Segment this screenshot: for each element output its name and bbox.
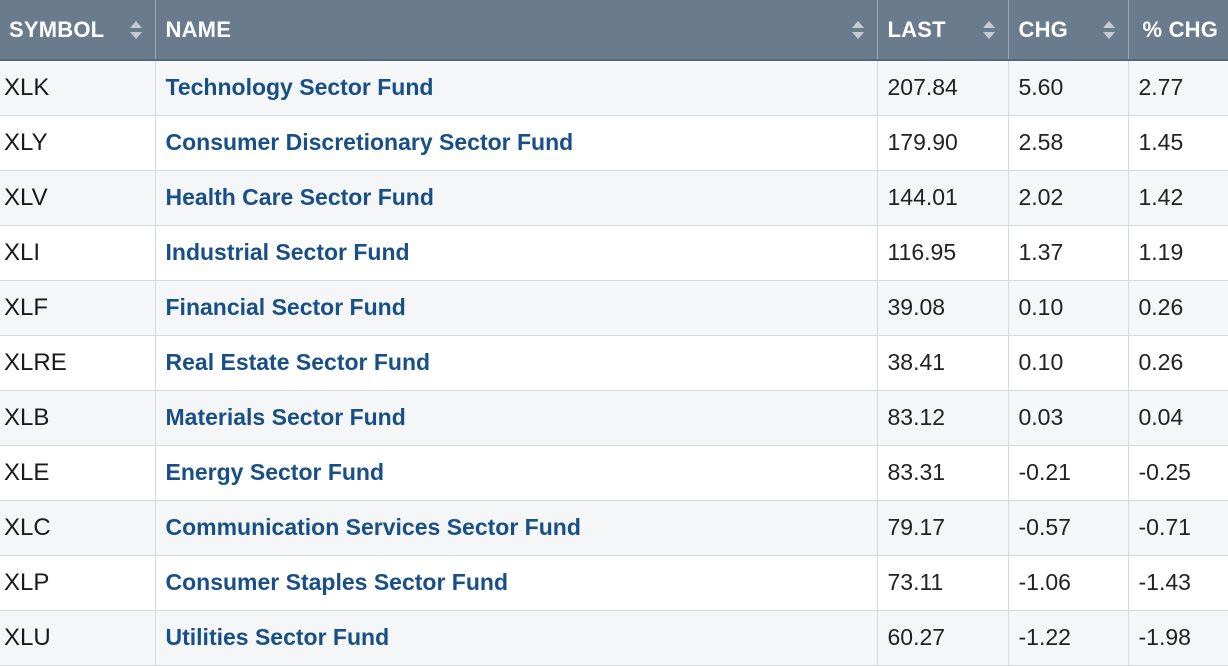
last-price-cell: 116.95 (877, 225, 1009, 281)
percent-change-cell: 0.26 (1128, 335, 1228, 391)
table-row: XLV Health Care Sector Fund 144.01 2.02 1.42 (0, 170, 1228, 226)
table-row: XLI Industrial Sector Fund 116.95 1.37 1.19 (0, 225, 1228, 281)
table-row: XLE Energy Sector Fund 83.31 -0.21 -0.25 (0, 445, 1228, 501)
column-label-last: LAST (887, 17, 946, 43)
last-price-cell: 79.17 (877, 500, 1009, 556)
name-cell: Financial Sector Fund (155, 280, 878, 336)
symbol-cell: XLY (0, 115, 156, 171)
change-cell: 0.03 (1008, 390, 1129, 446)
last-price-cell: 83.12 (877, 390, 1009, 446)
table-row: XLU Utilities Sector Fund 60.27 -1.22 -1.98 (0, 610, 1228, 666)
last-price-cell: 144.01 (877, 170, 1009, 226)
sort-up-down-icon[interactable] (982, 20, 996, 40)
fund-name-link[interactable]: Industrial Sector Fund (165, 239, 410, 265)
percent-change-cell: 1.42 (1128, 170, 1228, 226)
name-cell: Communication Services Sector Fund (155, 500, 878, 556)
symbol-cell: XLC (0, 500, 156, 556)
table-header: SYMBOL NAME LAST CHG % CHG (0, 0, 1228, 61)
column-label-name: NAME (165, 17, 232, 43)
table-row: XLRE Real Estate Sector Fund 38.41 0.10 0.26 (0, 335, 1228, 391)
table-row: XLC Communication Services Sector Fund 79.… (0, 500, 1228, 556)
change-cell: 0.10 (1008, 280, 1129, 336)
change-cell: 5.60 (1008, 60, 1129, 116)
sort-up-down-icon[interactable] (1102, 20, 1116, 40)
name-cell: Utilities Sector Fund (155, 610, 878, 666)
symbol-cell: XLI (0, 225, 156, 281)
last-price-cell: 60.27 (877, 610, 1009, 666)
table-row: XLF Financial Sector Fund 39.08 0.10 0.26 (0, 280, 1228, 336)
column-label-pct-chg: % CHG (1142, 17, 1219, 43)
percent-change-cell: 2.77 (1128, 60, 1228, 116)
fund-name-link[interactable]: Consumer Discretionary Sector Fund (165, 129, 574, 155)
percent-change-cell: 0.26 (1128, 280, 1228, 336)
symbol-cell: XLV (0, 170, 156, 226)
symbol-cell: XLU (0, 610, 156, 666)
fund-name-link[interactable]: Consumer Staples Sector Fund (165, 569, 509, 595)
symbol-cell: XLB (0, 390, 156, 446)
symbol-cell: XLRE (0, 335, 156, 391)
name-cell: Energy Sector Fund (155, 445, 878, 501)
fund-name-link[interactable]: Materials Sector Fund (165, 404, 406, 430)
table-row: XLB Materials Sector Fund 83.12 0.03 0.04 (0, 390, 1228, 446)
column-header-chg[interactable]: CHG (1008, 0, 1129, 61)
percent-change-cell: 1.45 (1128, 115, 1228, 171)
change-cell: -0.21 (1008, 445, 1129, 501)
change-cell: 2.02 (1008, 170, 1129, 226)
table-row: XLY Consumer Discretionary Sector Fund 179… (0, 115, 1228, 171)
fund-name-link[interactable]: Communication Services Sector Fund (165, 514, 581, 540)
symbol-cell: XLF (0, 280, 156, 336)
name-cell: Materials Sector Fund (155, 390, 878, 446)
name-cell: Real Estate Sector Fund (155, 335, 878, 391)
sort-up-down-icon[interactable] (129, 20, 143, 40)
column-header-symbol[interactable]: SYMBOL (0, 0, 156, 61)
percent-change-cell: -0.71 (1128, 500, 1228, 556)
table-row: XLP Consumer Staples Sector Fund 73.11 -1.0… (0, 555, 1228, 611)
name-cell: Health Care Sector Fund (155, 170, 878, 226)
column-header-last[interactable]: LAST (877, 0, 1009, 61)
change-cell: -0.57 (1008, 500, 1129, 556)
percent-change-cell: -1.98 (1128, 610, 1228, 666)
column-label-symbol: SYMBOL (9, 17, 105, 43)
name-cell: Technology Sector Fund (155, 60, 878, 116)
change-cell: 0.10 (1008, 335, 1129, 391)
fund-name-link[interactable]: Utilities Sector Fund (165, 624, 390, 650)
column-label-chg: CHG (1018, 17, 1068, 43)
name-cell: Industrial Sector Fund (155, 225, 878, 281)
last-price-cell: 73.11 (877, 555, 1009, 611)
fund-name-link[interactable]: Health Care Sector Fund (165, 184, 434, 210)
column-header-name[interactable]: NAME (155, 0, 878, 61)
percent-change-cell: 0.04 (1128, 390, 1228, 446)
name-cell: Consumer Staples Sector Fund (155, 555, 878, 611)
change-cell: 1.37 (1008, 225, 1129, 281)
table-body: XLK Technology Sector Fund 207.84 5.60 2.77 X… (0, 60, 1228, 666)
fund-name-link[interactable]: Technology Sector Fund (165, 74, 434, 101)
percent-change-cell: -0.25 (1128, 445, 1228, 501)
last-price-cell: 179.90 (877, 115, 1009, 171)
percent-change-cell: 1.19 (1128, 225, 1228, 281)
symbol-cell: XLK (0, 60, 156, 116)
last-price-cell: 207.84 (877, 60, 1009, 116)
last-price-cell: 83.31 (877, 445, 1009, 501)
last-price-cell: 39.08 (877, 280, 1009, 336)
fund-name-link[interactable]: Real Estate Sector Fund (165, 349, 431, 375)
fund-name-link[interactable]: Energy Sector Fund (165, 459, 385, 485)
column-header-pct-chg[interactable]: % CHG (1128, 0, 1228, 61)
symbol-cell: XLP (0, 555, 156, 611)
sort-up-down-icon[interactable] (851, 20, 865, 40)
name-cell: Consumer Discretionary Sector Fund (155, 115, 878, 171)
percent-change-cell: -1.43 (1128, 555, 1228, 611)
change-cell: -1.22 (1008, 610, 1129, 666)
table-row: XLK Technology Sector Fund 207.84 5.60 2.77 (0, 60, 1228, 116)
last-price-cell: 38.41 (877, 335, 1009, 391)
change-cell: 2.58 (1008, 115, 1129, 171)
change-cell: -1.06 (1008, 555, 1129, 611)
fund-name-link[interactable]: Financial Sector Fund (165, 294, 406, 320)
symbol-cell: XLE (0, 445, 156, 501)
header-row: SYMBOL NAME LAST CHG % CHG (0, 0, 1228, 61)
